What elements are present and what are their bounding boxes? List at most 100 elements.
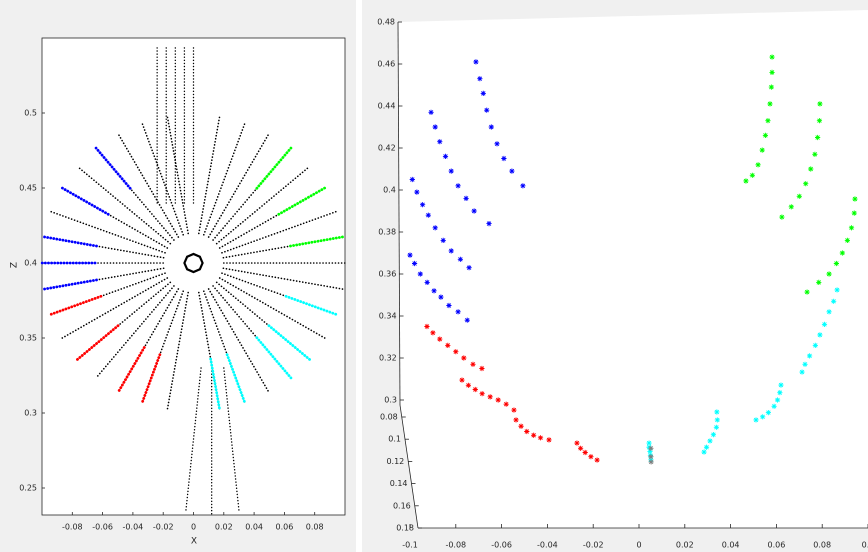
z-tick-label: 0.46	[377, 60, 395, 69]
star-marker	[648, 445, 654, 451]
z-tick-label: 0.3	[384, 396, 397, 405]
star-marker	[804, 289, 810, 295]
star-marker	[779, 214, 785, 220]
star-marker	[648, 454, 654, 460]
star-marker	[839, 250, 845, 256]
y-tick-label: 0.25	[19, 484, 37, 493]
star-marker	[466, 265, 472, 271]
star-marker	[646, 440, 652, 446]
x-tick-label: -0.04	[537, 541, 558, 550]
x-tick-label: 0	[191, 523, 196, 532]
star-marker	[765, 118, 771, 124]
star-marker	[480, 90, 486, 96]
star-marker	[707, 438, 713, 444]
star-marker	[417, 271, 423, 277]
star-marker	[464, 317, 470, 323]
star-marker	[473, 59, 479, 65]
star-marker	[826, 271, 832, 277]
star-marker	[703, 444, 710, 450]
star-marker	[487, 394, 493, 400]
star-marker	[424, 279, 430, 285]
star-marker	[537, 435, 544, 441]
star-marker	[509, 168, 515, 174]
star-marker	[817, 332, 823, 338]
star-marker	[812, 151, 818, 157]
z-tick-label: 0.48	[377, 18, 395, 27]
y-tick-label: 0.3	[24, 409, 37, 418]
y-tick-label: 0.45	[19, 184, 37, 193]
star-marker	[484, 107, 490, 113]
z-tick-label: 0.4	[383, 186, 396, 195]
star-marker	[834, 287, 840, 293]
depth-tick-label: 0.12	[386, 457, 404, 466]
star-marker	[647, 448, 653, 455]
z-tick-label: 0.36	[379, 270, 397, 279]
star-marker	[494, 141, 500, 147]
star-marker	[432, 225, 438, 231]
x-axis-label: X	[191, 537, 197, 547]
star-marker	[749, 172, 755, 178]
star-marker	[472, 386, 478, 393]
z-tick-label: 0.32	[379, 354, 397, 363]
y-tick-label: 0.5	[24, 109, 37, 118]
depth-tick-label: 0.08	[380, 413, 398, 422]
star-marker	[437, 336, 443, 342]
x-tick-label: 0.02	[215, 523, 233, 532]
depth-tick-label: 0.14	[390, 479, 408, 488]
star-marker	[437, 139, 443, 145]
star-marker	[501, 155, 507, 162]
star-marker	[778, 382, 784, 388]
ray-line	[183, 252, 204, 274]
x-tick-label: 0.08	[306, 523, 324, 532]
star-marker	[771, 403, 777, 409]
star-marker	[440, 237, 446, 243]
x-tick-label: -0.08	[62, 523, 83, 532]
star-marker	[807, 353, 813, 359]
x-tick-label: -0.1	[402, 541, 418, 550]
star-marker	[714, 417, 720, 423]
y-axis-label: Z	[10, 262, 20, 268]
star-marker	[477, 76, 483, 82]
star-marker	[513, 417, 519, 423]
ray-line	[156, 44, 240, 516]
star-marker	[442, 153, 449, 159]
star-marker	[760, 414, 766, 420]
star-marker	[495, 397, 501, 403]
depth-tick-label: 0.18	[396, 524, 414, 533]
star-marker	[459, 377, 465, 383]
star-marker	[808, 166, 814, 172]
star-marker	[796, 193, 802, 199]
star-marker	[574, 440, 580, 446]
star-marker	[759, 147, 765, 153]
star-marker	[713, 424, 720, 430]
star-marker	[446, 302, 452, 309]
star-marker	[844, 237, 850, 243]
depth-axis-line	[399, 404, 419, 529]
star-marker	[803, 181, 809, 187]
x-tick-label: 0	[636, 541, 641, 550]
star-marker	[821, 321, 828, 327]
x-tick-label: 0.06	[767, 541, 785, 550]
star-marker	[582, 449, 588, 456]
star-marker	[588, 454, 594, 460]
star-marker	[409, 176, 415, 183]
ray-line	[40, 146, 132, 291]
star-marker	[457, 256, 463, 262]
ray-line	[209, 294, 338, 413]
star-marker	[424, 323, 430, 330]
star-marker	[788, 204, 794, 210]
star-marker	[777, 390, 783, 396]
star-marker	[431, 288, 437, 294]
star-marker	[461, 355, 467, 361]
z-tick-label: 0.44	[378, 102, 396, 111]
x-tick-label: -0.02	[583, 541, 604, 550]
star-marker	[465, 382, 471, 388]
star-marker	[455, 183, 461, 189]
star-marker	[463, 195, 469, 201]
star-marker	[479, 391, 485, 397]
star-marker	[852, 196, 858, 202]
star-marker	[701, 449, 707, 455]
star-marker	[438, 294, 444, 300]
star-marker	[594, 457, 600, 463]
